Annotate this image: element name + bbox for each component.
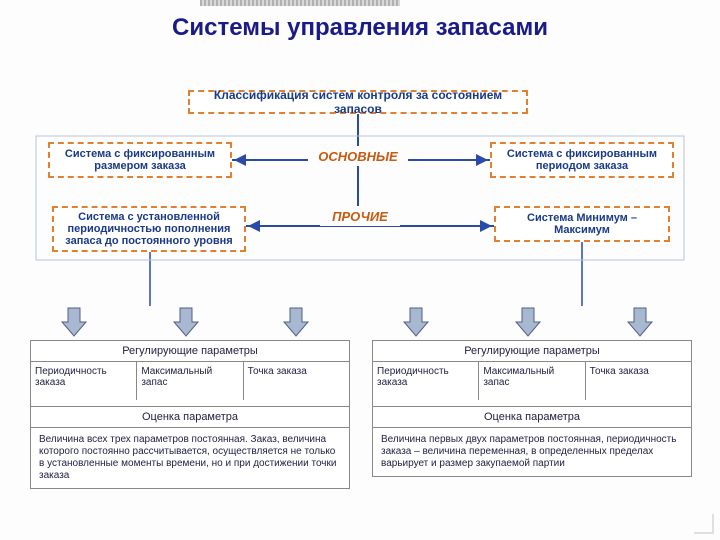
other-label-text: ПРОЧИЕ (332, 209, 388, 224)
left-cell-2: Точка заказа (244, 362, 349, 400)
arrow-down-icon (626, 306, 654, 338)
main-label-text: ОСНОВНЫЕ (318, 149, 397, 164)
classification-label: Классификация систем контроля за состоян… (196, 88, 520, 116)
left-panel-header: Регулирующие параметры (31, 341, 349, 362)
arrow-down-icon (514, 306, 542, 338)
box-set-period: Система с установленной периодичностью п… (52, 206, 246, 252)
arrow-down-icon (282, 306, 310, 338)
right-eval-body: Величина первых двух параметров постоянн… (373, 428, 691, 476)
main-label: ОСНОВНЫЕ (308, 146, 408, 166)
box-fixed-size-text: Система с фиксированным размером заказа (56, 148, 224, 172)
arrow-down-icon (172, 306, 200, 338)
diagram-stage: Классификация систем контроля за состоян… (0, 50, 720, 530)
right-cell-0: Периодичность заказа (373, 362, 479, 400)
left-cell-0: Периодичность заказа (31, 362, 137, 400)
right-eval-header: Оценка параметра (373, 406, 691, 428)
box-fixed-size: Система с фиксированным размером заказа (48, 142, 232, 178)
right-panel-header: Регулирующие параметры (373, 341, 691, 362)
corner-decoration-icon (694, 514, 714, 534)
right-panel: Регулирующие параметры Периодичность зак… (372, 340, 692, 477)
box-fixed-period: Система с фиксированным периодом заказа (490, 142, 674, 178)
page-title: Системы управления запасами (0, 0, 720, 50)
box-minmax-text: Система Минимум – Максимум (502, 212, 662, 236)
right-cell-2: Точка заказа (586, 362, 691, 400)
box-fixed-period-text: Система с фиксированным периодом заказа (498, 148, 666, 172)
top-stripe (200, 0, 400, 6)
right-panel-row: Периодичность заказа Максимальный запас … (373, 362, 691, 400)
arrow-down-icon (402, 306, 430, 338)
left-cell-1: Максимальный запас (137, 362, 243, 400)
left-panel-row: Периодичность заказа Максимальный запас … (31, 362, 349, 400)
left-eval-body: Величина всех трех параметров постоянная… (31, 428, 349, 488)
classification-box: Классификация систем контроля за состоян… (188, 90, 528, 114)
other-label: ПРОЧИЕ (320, 206, 400, 226)
box-set-period-text: Система с установленной периодичностью п… (60, 211, 238, 247)
left-eval-header: Оценка параметра (31, 406, 349, 428)
arrow-down-icon (60, 306, 88, 338)
right-cell-1: Максимальный запас (479, 362, 585, 400)
left-panel: Регулирующие параметры Периодичность зак… (30, 340, 350, 489)
box-minmax: Система Минимум – Максимум (494, 206, 670, 242)
